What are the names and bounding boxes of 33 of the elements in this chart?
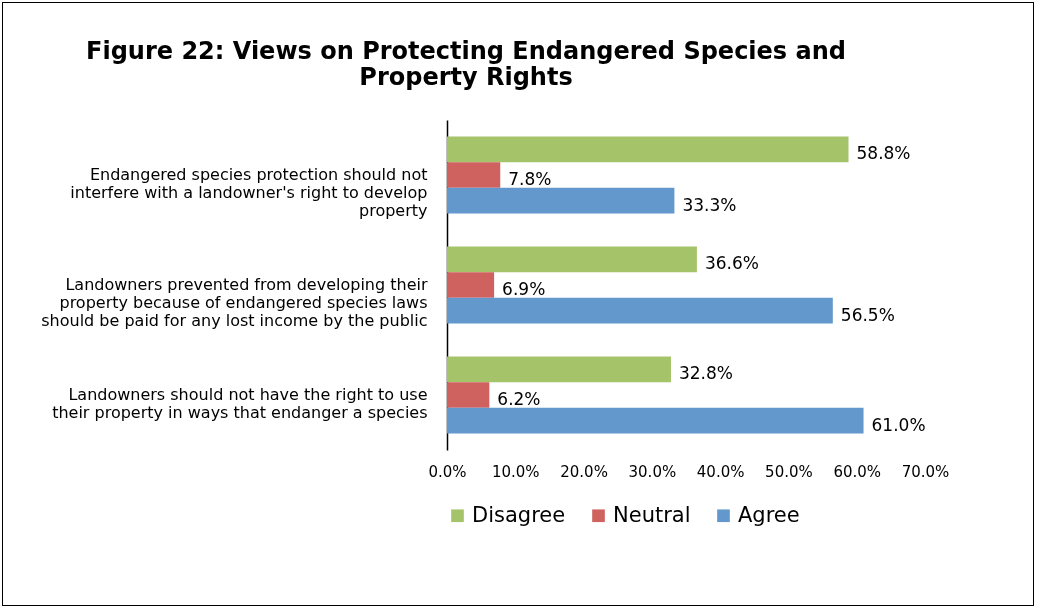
legend-label: Neutral	[613, 502, 691, 527]
bar	[447, 162, 501, 188]
chart-title: Figure 22: Views on Protecting Endangered Species and Property Rights	[86, 37, 846, 91]
data-label: 36.6%	[704, 253, 759, 274]
data-label: 6.2%	[497, 389, 541, 409]
x-tick-label: 70.0%	[901, 462, 950, 481]
y-tick-label: Landowners should not have the right to use their property in ways that endanger a species	[52, 385, 428, 422]
bar	[447, 246, 697, 273]
y-tick-label: Endangered species protection should not interfere with a landowner's right to develop property	[70, 165, 428, 220]
bar	[447, 407, 864, 434]
x-tick-label: 0.0%	[428, 462, 467, 481]
bar	[447, 297, 833, 324]
x-tick-label: 60.0%	[833, 462, 882, 481]
bar	[447, 187, 675, 214]
data-label: 32.8%	[678, 363, 733, 384]
data-label: 61.0%	[871, 414, 926, 435]
x-tick-label: 30.0%	[628, 462, 677, 481]
bar	[447, 272, 495, 298]
bar	[447, 136, 849, 163]
data-label: 7.8%	[508, 169, 552, 189]
data-label: 6.9%	[502, 279, 546, 299]
data-label: 56.5%	[840, 304, 895, 325]
bar	[447, 382, 490, 408]
x-tick-label: 50.0%	[765, 462, 813, 481]
x-tick-label: 20.0%	[560, 462, 608, 481]
x-tick-label: 40.0%	[696, 462, 745, 481]
x-tick-label: 10.0%	[491, 462, 540, 481]
bar	[447, 356, 671, 383]
y-tick-label: Landowners prevented from developing their property because of endangered species laws should be paid for any lost income by the public	[41, 275, 428, 330]
legend-label: Agree	[738, 502, 800, 527]
data-label: 58.8%	[856, 143, 911, 164]
data-label: 33.3%	[682, 194, 737, 215]
legend-label: Disagree	[472, 502, 566, 527]
